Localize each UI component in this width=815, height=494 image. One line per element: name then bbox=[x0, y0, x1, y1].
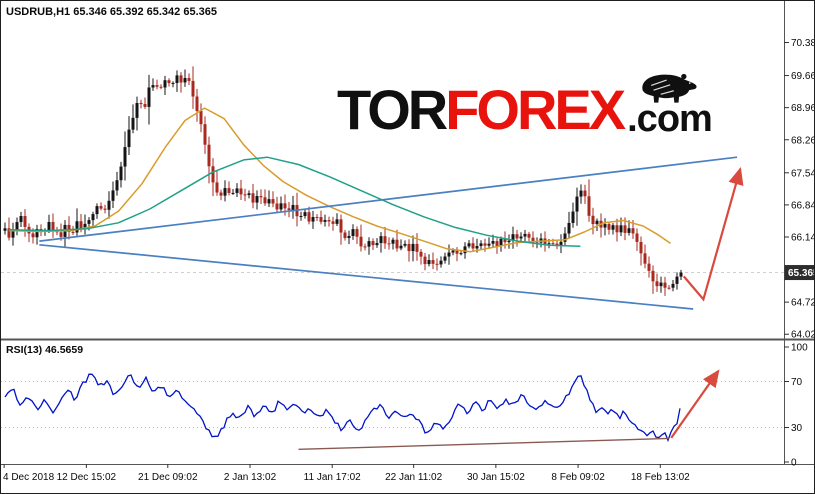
bear-icon bbox=[642, 73, 698, 103]
svg-text:64.720: 64.720 bbox=[791, 298, 815, 309]
svg-text:22 Jan 11:02: 22 Jan 11:02 bbox=[385, 472, 443, 483]
svg-text:2 Jan 13:02: 2 Jan 13:02 bbox=[224, 472, 277, 483]
svg-text:30: 30 bbox=[791, 423, 803, 434]
svg-text:70: 70 bbox=[791, 377, 803, 388]
rsi-forecast-arrow[interactable] bbox=[670, 369, 720, 439]
chart-frame bbox=[1, 1, 814, 465]
svg-text:0: 0 bbox=[791, 458, 797, 469]
svg-text:64.020: 64.020 bbox=[791, 330, 815, 341]
svg-text:100: 100 bbox=[791, 343, 808, 354]
ma-fast-line bbox=[8, 107, 671, 253]
lower-trendline[interactable] bbox=[39, 243, 694, 310]
rsi-support-line[interactable] bbox=[298, 437, 669, 451]
svg-text:66.140: 66.140 bbox=[791, 233, 815, 244]
svg-text:12 Dec 15:02: 12 Dec 15:02 bbox=[57, 472, 117, 483]
symbol-info: USDRUB,H1 65.346 65.392 65.342 65.365 bbox=[6, 6, 217, 18]
svg-text:21 Dec 09:02: 21 Dec 09:02 bbox=[138, 472, 198, 483]
torforex-logo: TOR FOREX .com bbox=[337, 67, 713, 141]
logo-tor: TOR bbox=[337, 78, 448, 141]
logo-com: .com bbox=[627, 98, 713, 140]
svg-text:66.840: 66.840 bbox=[791, 200, 815, 211]
current-price-tag: 65.365 bbox=[784, 265, 815, 281]
time-axis: 4 Dec 2018 12 Dec 15:02 21 Dec 09:02 2 Jan … bbox=[3, 464, 690, 483]
svg-text:11 Jan 17:02: 11 Jan 17:02 bbox=[304, 472, 362, 483]
upper-trendline[interactable] bbox=[39, 156, 738, 242]
svg-text:67.540: 67.540 bbox=[791, 168, 815, 179]
forecast-arrow[interactable] bbox=[682, 166, 744, 302]
svg-text:69.660: 69.660 bbox=[791, 71, 815, 82]
svg-text:65.365: 65.365 bbox=[788, 268, 815, 279]
svg-text:70.380: 70.380 bbox=[791, 38, 815, 49]
rsi-axis: 100 70 30 0 bbox=[784, 343, 808, 469]
ma-slow-line bbox=[8, 156, 581, 247]
logo-forex: FOREX bbox=[445, 78, 626, 141]
rsi-indicator-label: RSI(13) 46.5659 bbox=[6, 344, 84, 356]
rsi-levels bbox=[1, 381, 784, 428]
svg-text:4 Dec 2018: 4 Dec 2018 bbox=[3, 472, 55, 483]
svg-text:18 Feb 13:02: 18 Feb 13:02 bbox=[631, 472, 690, 483]
svg-text:8 Feb 09:02: 8 Feb 09:02 bbox=[551, 472, 605, 483]
svg-text:68.960: 68.960 bbox=[791, 103, 815, 114]
svg-text:68.260: 68.260 bbox=[791, 135, 815, 146]
rsi-line bbox=[4, 373, 681, 443]
price-axis: 70.380 69.660 68.960 68.260 67.540 66.840 66.1… bbox=[784, 38, 815, 341]
candlestick-series bbox=[3, 66, 683, 296]
svg-text:30 Jan 15:02: 30 Jan 15:02 bbox=[467, 472, 525, 483]
